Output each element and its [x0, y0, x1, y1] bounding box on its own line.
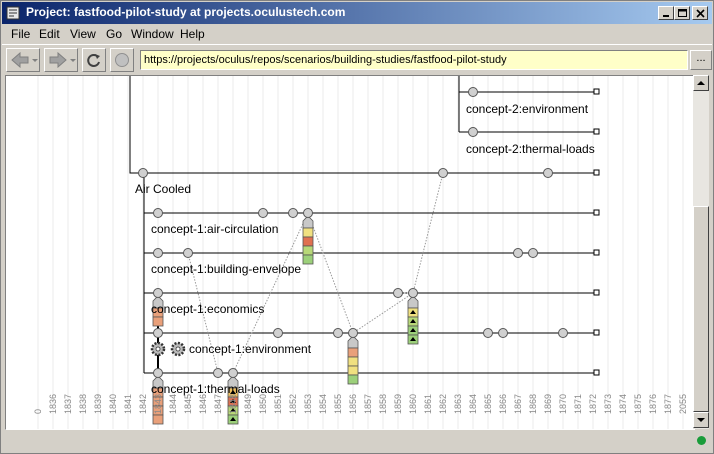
- gear-icon: [150, 341, 186, 357]
- stop-button[interactable]: [110, 48, 134, 72]
- year-label: 2055: [678, 394, 688, 414]
- label-concept2-thermal-loads: concept-2:thermal-loads: [466, 142, 595, 156]
- year-label: 0: [33, 409, 43, 414]
- year-label: 1844: [168, 394, 178, 414]
- stop-icon: [115, 53, 129, 67]
- year-label: 1841: [123, 394, 133, 414]
- arrow-up-icon: [697, 81, 705, 85]
- label-environment: concept-1:environment: [189, 342, 312, 356]
- version-graph[interactable]: concept-2:environment concept-2:thermal-…: [6, 76, 694, 429]
- app-icon: [6, 6, 20, 20]
- label-thermal-loads: concept-1:thermal-loads: [151, 382, 280, 396]
- year-label: 1872: [588, 394, 598, 414]
- label-economics: concept-1:economics: [151, 302, 264, 316]
- year-label: 1865: [483, 394, 493, 414]
- reload-icon: [87, 54, 100, 67]
- scroll-up-button[interactable]: [693, 75, 709, 91]
- root-branch-line: [129, 76, 597, 174]
- year-label: 1861: [423, 394, 433, 414]
- minimize-button[interactable]: [658, 6, 674, 20]
- label-air-circulation: concept-1:air-circulation: [151, 222, 278, 236]
- menu-help[interactable]: Help: [180, 27, 205, 41]
- close-icon: [696, 9, 705, 18]
- go-button[interactable]: ...: [690, 50, 712, 70]
- year-label: 1876: [648, 394, 658, 414]
- menu-window[interactable]: Window: [131, 27, 174, 41]
- scroll-down-button[interactable]: [693, 412, 709, 428]
- minimize-icon: [663, 15, 669, 17]
- year-label: 1858: [378, 394, 388, 414]
- year-label: 1836: [48, 394, 58, 414]
- arrow-down-icon: [697, 418, 705, 422]
- status-bar: [2, 431, 712, 451]
- version-nodes[interactable]: [138, 87, 568, 378]
- year-label: 1859: [393, 394, 403, 414]
- title-bar[interactable]: Project: fastfood-pilot-study at project…: [2, 2, 712, 24]
- year-label: 1852: [288, 394, 298, 414]
- year-label: 1856: [348, 394, 358, 414]
- menu-bar: File Edit View Go Window Help: [2, 25, 712, 43]
- year-label: 1875: [633, 394, 643, 414]
- menu-file[interactable]: File: [11, 27, 31, 41]
- year-label: 1866: [498, 394, 508, 414]
- year-label: 1853: [303, 394, 313, 414]
- year-label: 1842: [138, 394, 148, 414]
- year-label: 1869: [543, 394, 553, 414]
- window-title: Project: fastfood-pilot-study at project…: [26, 5, 346, 19]
- year-label: 1854: [318, 394, 328, 414]
- year-label: 1868: [528, 394, 538, 414]
- menu-view[interactable]: View: [70, 27, 96, 41]
- year-axis: 0 1836 1837 1838 1839 1840 1841 1842 1843 1844 184…: [33, 394, 694, 414]
- year-label: 1850: [258, 394, 268, 414]
- maximize-button[interactable]: [674, 6, 690, 20]
- close-button[interactable]: [692, 6, 708, 20]
- label-building-envelope: concept-1:building-envelope: [151, 262, 301, 276]
- year-label: 1847: [213, 394, 223, 414]
- merge-links: [187, 172, 444, 374]
- year-label: 1863: [453, 394, 463, 414]
- year-label: 1848: [228, 394, 238, 414]
- scroll-thumb[interactable]: [693, 206, 709, 412]
- year-label: 1874: [618, 394, 628, 414]
- year-label: 1864: [468, 394, 478, 414]
- year-label: 1838: [78, 394, 88, 414]
- year-label: 1873: [603, 394, 613, 414]
- status-indicator-icon: [697, 436, 706, 445]
- reload-button[interactable]: [82, 48, 106, 72]
- navigation-toolbar: ...: [2, 44, 712, 75]
- year-label: 1840: [108, 394, 118, 414]
- year-label: 1855: [333, 394, 343, 414]
- year-label: 1843: [153, 394, 163, 414]
- maximize-icon: [678, 9, 687, 17]
- year-label: 1851: [273, 394, 283, 414]
- year-label: 1867: [513, 394, 523, 414]
- menu-go[interactable]: Go: [106, 27, 123, 41]
- year-label: 1849: [243, 394, 253, 414]
- year-label: 1860: [408, 394, 418, 414]
- branch-end-markers: [593, 88, 600, 376]
- year-label: 1846: [198, 394, 208, 414]
- year-label: 1870: [558, 394, 568, 414]
- year-label: 1877: [663, 394, 673, 414]
- year-label: 1839: [93, 394, 103, 414]
- forward-arrow-icon: [49, 52, 76, 68]
- forward-button[interactable]: [44, 48, 78, 72]
- year-label: 1837: [63, 394, 73, 414]
- vertical-scrollbar[interactable]: [693, 75, 709, 429]
- label-concept2-environment: concept-2:environment: [466, 102, 589, 116]
- year-label: 1857: [363, 394, 373, 414]
- back-arrow-icon: [11, 52, 38, 68]
- back-button[interactable]: [6, 48, 40, 72]
- year-label: 1862: [438, 394, 448, 414]
- year-label: 1871: [573, 394, 583, 414]
- label-air-cooled: Air Cooled: [135, 182, 191, 196]
- timeline-viewport[interactable]: concept-2:environment concept-2:thermal-…: [5, 75, 695, 430]
- year-label: 1845: [183, 394, 193, 414]
- menu-edit[interactable]: Edit: [39, 27, 60, 41]
- url-input[interactable]: [140, 50, 688, 70]
- status-stacks: [152, 215, 419, 425]
